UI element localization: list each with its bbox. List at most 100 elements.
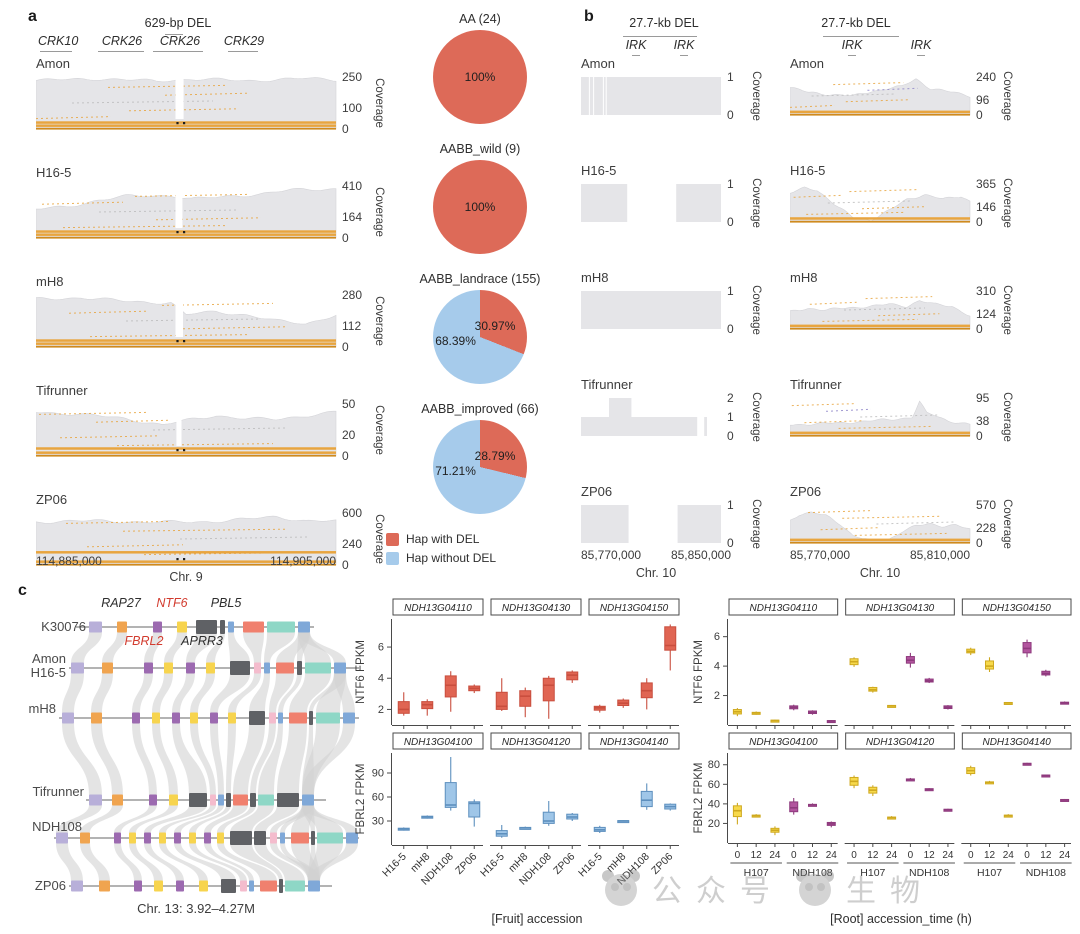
- x-end: 85,810,000: [909, 548, 970, 562]
- label: 24: [1059, 850, 1071, 861]
- track-name: Amon: [36, 56, 70, 71]
- coverage-plot: 250 100 0 Coverage: [35, 70, 385, 136]
- label: 4: [378, 673, 384, 685]
- label: NDH13G04100: [749, 737, 818, 748]
- panel-a-x-axis: 114,885,000 114,905,000: [36, 554, 336, 568]
- label: H16-5: [478, 851, 507, 880]
- pie: 30.97% 68.39%: [433, 290, 527, 384]
- coverage-track-amon: Amon 250 100 0 Coverage: [35, 56, 388, 140]
- coverage-plot: 240 960 Coverage: [789, 70, 1013, 122]
- label: 0: [342, 231, 349, 244]
- deletion-span-line: [823, 36, 899, 37]
- label: Coverage: [1001, 392, 1013, 442]
- label: 6: [378, 642, 384, 654]
- label: 38: [976, 414, 990, 428]
- x-start: 85,770,000: [581, 548, 642, 562]
- legend-swatch: [386, 551, 399, 565]
- gene-underline: [153, 51, 203, 52]
- label: NDH13G04140: [600, 737, 669, 748]
- label: Coverage: [750, 178, 762, 228]
- label: 600: [342, 507, 362, 520]
- coverage-plot: 280 112 0 Coverage: [35, 288, 385, 354]
- deletion-mark: [165, 34, 183, 35]
- label: H107: [744, 867, 769, 879]
- pie-title: AABB_improved (66): [421, 402, 539, 416]
- coverage-track-mh8: mH8 280 112 0 Coverage: [35, 274, 388, 358]
- label: H16-5: [576, 851, 605, 880]
- panel-b-left-chr-label: Chr. 10: [635, 566, 677, 580]
- label: NDH108: [32, 819, 82, 834]
- label: Coverage: [750, 392, 762, 442]
- coverage-plot: 1 0 Coverage: [581, 284, 762, 336]
- label: 0: [727, 215, 734, 228]
- coverage-plot: 50 20 0 Coverage: [35, 397, 385, 463]
- coverage-plot: 1 0 Coverage: [581, 70, 762, 122]
- panel-b-right-annotation: 27.7-kb DEL IRK IRK: [790, 16, 1020, 58]
- label: 0: [735, 850, 741, 861]
- label: 95: [976, 392, 990, 405]
- label: 24: [942, 850, 954, 861]
- track-name: Amon: [581, 56, 615, 71]
- label: H16-5: [31, 665, 66, 680]
- label: 24: [826, 850, 838, 861]
- gene-label-crk26: CRK26: [101, 34, 143, 48]
- label: NTF6 FPKM: [355, 640, 367, 704]
- label: 240: [976, 71, 996, 84]
- label: NDH13G04110: [750, 603, 818, 614]
- coverage-track-zp06: ZP06 570 228 0 Coverage: [789, 484, 1020, 554]
- label: 112: [342, 319, 361, 333]
- label: 90: [372, 768, 384, 780]
- coverage-track-amon: Amon 1 0 Coverage: [581, 56, 763, 126]
- label: 1: [727, 71, 734, 84]
- pie-percent: 71.21%: [435, 463, 476, 478]
- label: ZP06: [649, 851, 675, 877]
- label: [Root] accession_time (h): [830, 912, 972, 926]
- label: H16-5: [380, 851, 409, 880]
- coverage-track-h16-5: H16-5 1 0 Coverage: [581, 163, 763, 233]
- track-name: Tifrunner: [581, 377, 633, 392]
- label: 240: [342, 537, 362, 551]
- label: 12: [1040, 850, 1052, 861]
- gene-underline: [680, 55, 688, 56]
- label: 365: [976, 178, 996, 191]
- label: 0: [342, 340, 349, 353]
- pie-legend: Hap with DEL Hap without DEL: [382, 532, 578, 565]
- label: Coverage: [750, 285, 762, 335]
- label: Coverage: [373, 78, 385, 128]
- label: Coverage: [373, 296, 385, 346]
- panel-a-pies: AA (24) 100% AABB_wild (9) 100% AABB_landrac…: [382, 12, 578, 565]
- label: 310: [976, 285, 996, 298]
- label: ZP06: [551, 851, 577, 877]
- panel-b-left-x-axis: 85,770,000 85,850,000: [581, 548, 731, 562]
- pie-title: AA (24): [459, 12, 501, 26]
- label: 124: [976, 307, 996, 321]
- gene-underline: [917, 55, 925, 56]
- panel-b-left-tracks: Amon 1 0 Coverage H16-5 1 0 Coverage mH8 1 0 Covera…: [581, 56, 763, 591]
- label: 0: [908, 850, 914, 861]
- label: 0: [851, 850, 857, 861]
- label: NDH13G04150: [982, 603, 1051, 614]
- label: 12: [867, 850, 879, 861]
- label: Coverage: [750, 71, 762, 121]
- coverage-plot: 1 0 Coverage: [581, 498, 762, 550]
- gene-track-b-left: IRK IRK: [581, 38, 756, 60]
- label: NDH108: [792, 867, 832, 879]
- panel-b-right-x-axis: 85,770,000 85,810,000: [790, 548, 970, 562]
- label: 6: [714, 631, 720, 643]
- label: 0: [968, 850, 974, 861]
- track-name: Tifrunner: [36, 383, 88, 398]
- label: 2: [714, 690, 720, 702]
- label: FBRL2: [125, 634, 164, 648]
- label: H107: [860, 867, 885, 879]
- panel-a-chr-label: Chr. 9: [169, 570, 203, 584]
- label: 4: [714, 661, 720, 673]
- legend-item: Hap without DEL: [386, 551, 578, 565]
- label: 1: [727, 499, 734, 512]
- label: NDH13G04130: [866, 603, 935, 614]
- track-name: ZP06: [36, 492, 68, 507]
- label: mH8: [29, 701, 56, 716]
- gene-label-irk: IRK: [673, 38, 695, 52]
- panel-b-right-tracks: Amon 240 96 0 Coverage H16-5 365 146 0 Coverage mH…: [789, 56, 1020, 591]
- label: FBRL2 FPKM: [355, 764, 367, 835]
- label: 0: [976, 429, 983, 442]
